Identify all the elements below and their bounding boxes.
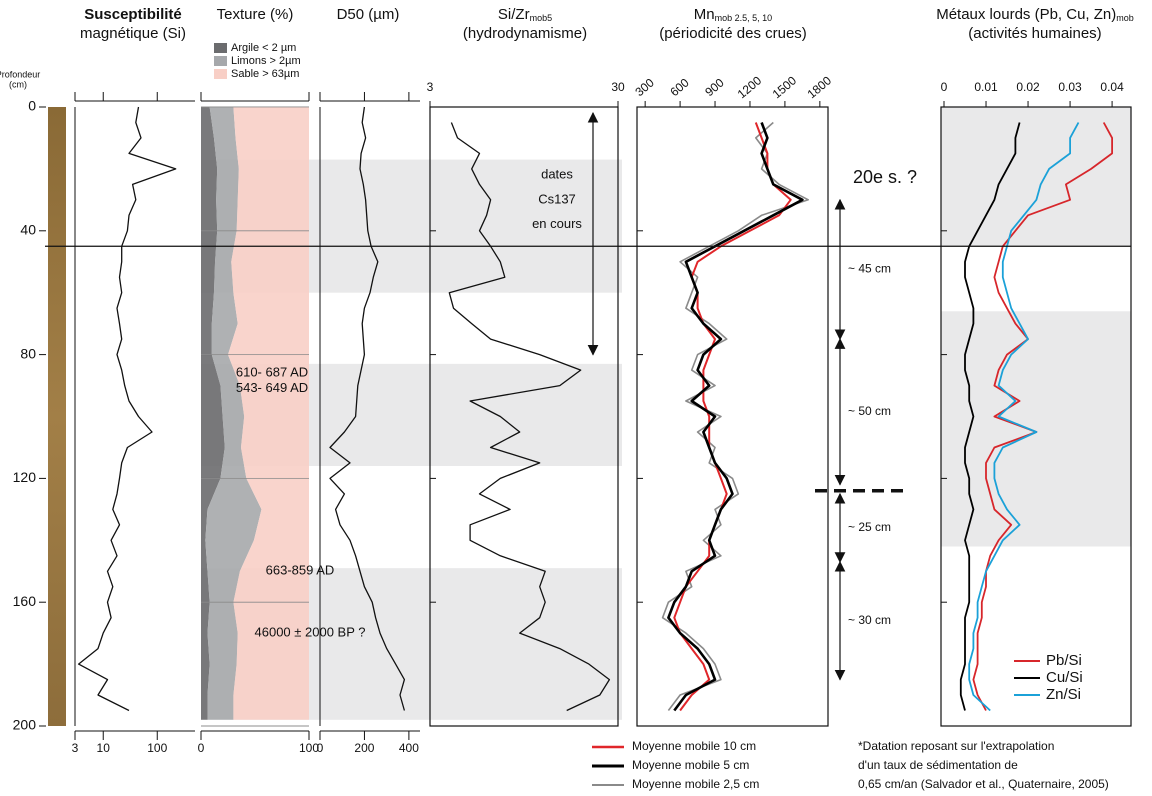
date-label: 663-859 AD [266,563,335,578]
panel-title: D50 (µm) [337,6,400,23]
legend-label: Pb/Si [1046,652,1082,669]
data-line [661,121,809,711]
legend-swatch [214,56,227,66]
panel-title: Susceptibilité [84,6,182,23]
x-tick-label: 0 [198,741,205,755]
date-label: 46000 ± 2000 BP ? [255,625,366,640]
title-text: Métaux lourds (Pb, Cu, Zn) [936,6,1116,23]
legend-label: Moyenne mobile 5 cm [632,758,749,772]
data-line [968,122,1080,712]
panel-frame [940,106,1132,727]
core-image [48,107,66,726]
interval-label: ~ 45 cm [848,262,891,276]
texture-area [201,107,225,720]
y-tick-label: 120 [13,469,37,485]
data-line [329,106,406,711]
y-tick-label: 160 [13,593,37,609]
panel-frame [636,106,829,727]
footnote: *Datation reposant sur l'extrapolation [858,739,1054,753]
x-tick-label: 30 [611,80,625,94]
x-tick-label: 100 [147,741,167,755]
legend-label: Sable > 63µm [231,68,299,80]
title-subscript: mob 2.5, 5, 10 [715,13,773,23]
footnote: 0,65 cm/an (Salvador et al., Quaternaire… [858,777,1109,791]
interval-label: ~ 25 cm [848,520,891,534]
footnote: d'un taux de sédimentation de [858,758,1018,772]
legend-label: Cu/Si [1046,669,1083,686]
legend-label: Limons > 2µm [231,55,301,67]
y-tick-label: 80 [20,345,36,361]
data-line [972,122,1113,711]
x-tick-label: 10 [97,741,111,755]
legend-swatch [214,43,227,53]
title-text: Mn [694,6,715,23]
panel-subtitle: (hydrodynamisme) [463,25,587,42]
panel-title: Métaux lourds (Pb, Cu, Zn)mob [936,6,1134,23]
x-tick-label: 100 [299,741,319,755]
x-tick-label: 0.01 [974,80,998,94]
date-label: 610- 687 AD [236,365,308,380]
panel-title: Mnmob 2.5, 5, 10 [694,6,772,23]
data-line [673,122,792,712]
x-tick-label: 0.03 [1058,80,1082,94]
interval-label: ~ 50 cm [848,404,891,418]
x-tick-label: 0 [941,80,948,94]
texture-area [228,107,309,720]
panel-title: Si/Zrmob5 [498,6,552,23]
interval-label: ~ 30 cm [848,613,891,627]
texture-area [205,107,262,720]
x-tick-label: 3 [72,741,79,755]
data-line [77,106,177,712]
title-text: Susceptibilité [84,6,182,23]
y-axis-title: (cm) [9,79,27,89]
y-axis-title: Profondeur [0,69,40,79]
century-label: 20e s. ? [853,167,917,187]
data-line [448,122,611,712]
cs137-note: en cours [532,216,582,231]
data-line [959,122,1021,711]
legend-label: Zn/Si [1046,686,1081,703]
title-text: D50 (µm) [337,6,400,23]
panel-frame [429,106,619,727]
x-tick-label: 3 [427,80,434,94]
y-tick-label: 0 [28,98,36,114]
x-tick-label: 0 [317,741,324,755]
cs137-note: dates [541,167,573,182]
data-line [667,122,804,712]
legend-swatch [214,69,227,79]
x-tick-label: 200 [354,741,374,755]
legend-label: Moyenne mobile 10 cm [632,739,756,753]
panel-subtitle: (périodicité des crues) [659,25,807,42]
x-tick-label: 400 [399,741,419,755]
legend-label: Argile < 2 µm [231,42,296,54]
y-tick-label: 40 [20,222,36,238]
title-text: Texture (%) [217,6,294,23]
x-tick-label: 0.02 [1016,80,1040,94]
y-tick-label: 200 [13,717,37,733]
title-subscript: mob5 [530,13,553,23]
panel-subtitle: magnétique (Si) [80,25,186,42]
date-label: 543- 649 AD [236,380,308,395]
title-subscript: mob [1116,13,1134,23]
shaded-band [941,107,1131,247]
x-tick-label: 0.04 [1100,80,1124,94]
cs137-note: Cs137 [538,191,576,206]
panel-subtitle: (activités humaines) [968,25,1101,42]
panel-title: Texture (%) [217,6,294,23]
legend-label: Moyenne mobile 2,5 cm [632,777,759,791]
title-text: Si/Zr [498,6,530,23]
